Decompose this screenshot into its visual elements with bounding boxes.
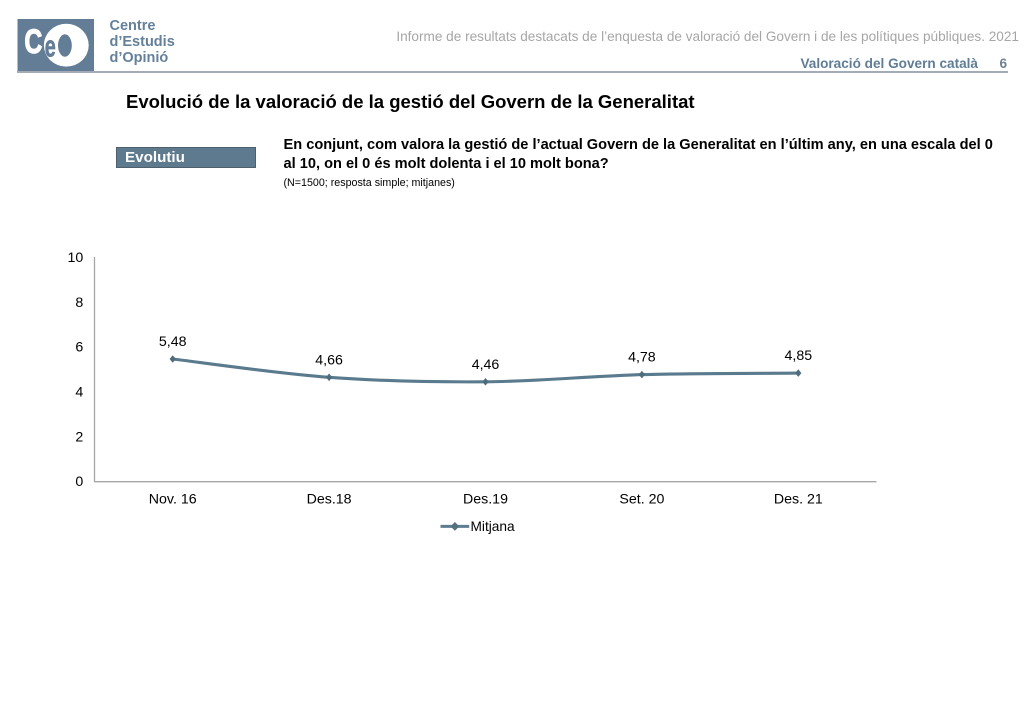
svg-text:2: 2 [75,429,83,445]
svg-text:8: 8 [75,295,83,311]
svg-text:4,78: 4,78 [628,350,656,366]
svg-text:4,46: 4,46 [472,357,500,373]
svg-text:10: 10 [68,250,84,266]
svg-text:e: e [45,28,56,64]
svg-text:0: 0 [75,474,83,490]
svg-text:Mitjana: Mitjana [471,519,516,534]
svg-text:C: C [24,23,42,61]
svg-text:4,85: 4,85 [784,348,812,364]
svg-text:Nov. 16: Nov. 16 [149,492,197,508]
svg-text:4,66: 4,66 [315,352,343,368]
svg-text:4: 4 [75,385,83,401]
svg-text:Set. 20: Set. 20 [619,492,664,508]
svg-text:Des.18: Des.18 [307,492,352,508]
svg-text:6: 6 [75,340,83,356]
svg-text:Des. 21: Des. 21 [774,492,823,508]
svg-text:Des.19: Des.19 [463,492,508,508]
svg-text:5,48: 5,48 [159,334,187,350]
